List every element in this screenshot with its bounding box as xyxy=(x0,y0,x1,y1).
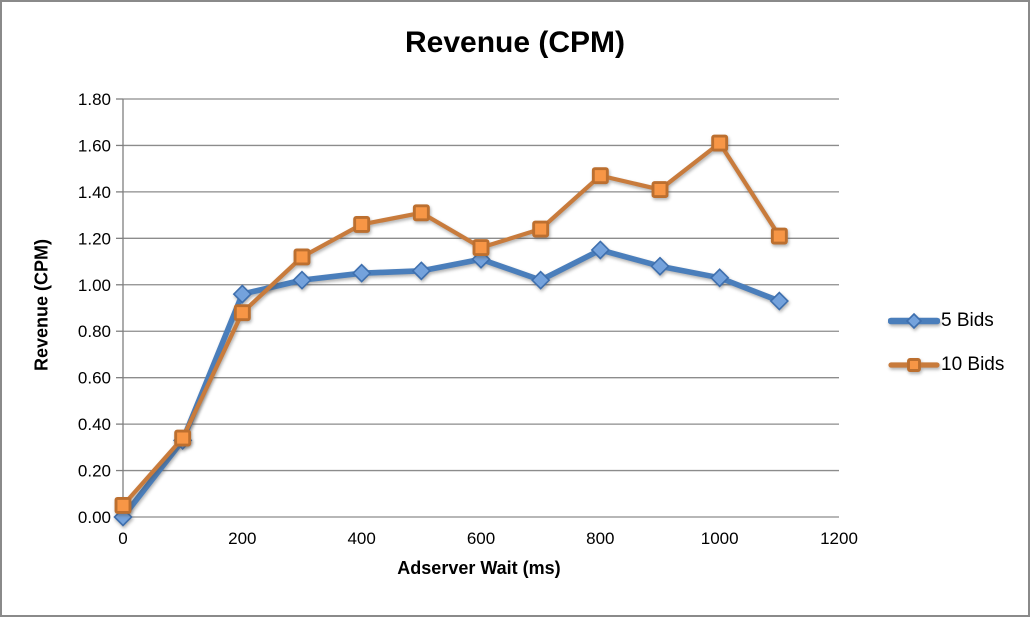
svg-text:0.20: 0.20 xyxy=(78,462,111,481)
y-tick-labels: 0.00 0.20 0.40 0.60 0.80 1.00 1.20 1.40 1.60 1.80 xyxy=(78,90,111,527)
svg-text:0: 0 xyxy=(118,529,127,548)
y-axis-title: Revenue (CPM) xyxy=(31,238,52,372)
legend-label-5-bids: 5 Bids xyxy=(941,310,994,331)
series-10-bids xyxy=(114,134,788,514)
svg-text:200: 200 xyxy=(228,529,256,548)
legend-glyph-10-bids-icon xyxy=(888,358,940,372)
legend-glyph-5-bids-icon xyxy=(888,312,940,330)
legend: 5 Bids 10 Bids xyxy=(888,307,1004,379)
svg-text:400: 400 xyxy=(347,529,375,548)
legend-item-10-bids: 10 Bids xyxy=(888,351,1004,379)
svg-text:1.20: 1.20 xyxy=(78,229,111,248)
svg-text:0.40: 0.40 xyxy=(78,415,111,434)
x-axis-title: Adserver Wait (ms) xyxy=(397,558,561,578)
svg-text:800: 800 xyxy=(586,529,614,548)
x-tick-labels: 0 200 400 600 800 1000 1200 xyxy=(118,529,858,548)
chart-title: Revenue (CPM) xyxy=(404,26,626,59)
legend-label-10-bids: 10 Bids xyxy=(941,354,1005,375)
series-5-bids xyxy=(113,240,789,527)
svg-text:0.60: 0.60 xyxy=(78,369,111,388)
svg-text:1.40: 1.40 xyxy=(78,183,111,202)
svg-text:0.80: 0.80 xyxy=(78,322,111,341)
svg-text:1.60: 1.60 xyxy=(78,136,111,155)
svg-text:1.80: 1.80 xyxy=(78,90,111,109)
svg-text:1000: 1000 xyxy=(701,529,739,548)
svg-text:1200: 1200 xyxy=(820,529,858,548)
svg-text:1.00: 1.00 xyxy=(78,276,111,295)
legend-item-5-bids: 5 Bids xyxy=(888,307,1004,335)
svg-text:0.00: 0.00 xyxy=(78,508,111,527)
svg-text:600: 600 xyxy=(467,529,495,548)
